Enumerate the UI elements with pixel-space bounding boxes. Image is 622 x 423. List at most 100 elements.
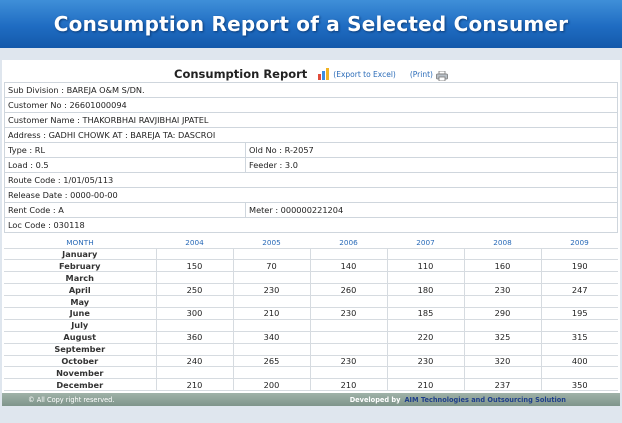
value-cell: [386, 295, 464, 308]
value-cell: [386, 271, 464, 285]
value-cell: 160: [463, 259, 541, 273]
release-date: Release Date : 0000-00-00: [4, 187, 618, 203]
value-cell: [155, 319, 233, 332]
value-cell: [463, 319, 541, 332]
value-cell: 220: [386, 331, 464, 344]
report-title: Consumption Report: [174, 67, 308, 81]
sub-division: Sub Division : BAREJA O&M S/DN.: [4, 82, 618, 98]
month-cell: June: [4, 307, 156, 320]
value-cell: 290: [463, 307, 541, 320]
value-cell: 400: [540, 355, 618, 368]
report-header: Consumption Report (Export to Excel) (Pr…: [2, 66, 620, 82]
loc-code: Loc Code : 030118: [4, 217, 618, 233]
value-cell: 210: [232, 307, 310, 320]
value-cell: 190: [540, 259, 618, 273]
month-cell: November: [4, 366, 156, 380]
value-cell: [463, 247, 541, 261]
value-cell: 110: [386, 259, 464, 273]
printer-icon[interactable]: [436, 66, 448, 82]
value-cell: 360: [155, 331, 233, 344]
value-cell: 230: [463, 283, 541, 297]
value-cell: [155, 247, 233, 261]
table-row: March: [4, 271, 618, 285]
value-cell: 180: [386, 283, 464, 297]
value-cell: [386, 319, 464, 332]
value-cell: [540, 247, 618, 261]
table-row: May: [4, 295, 618, 308]
value-cell: 230: [309, 355, 387, 368]
value-cell: [386, 366, 464, 380]
consumer-info-table: Sub Division : BAREJA O&M S/DN. Customer…: [4, 82, 618, 233]
value-cell: 210: [386, 378, 464, 392]
export-excel-link[interactable]: (Export to Excel): [333, 69, 396, 79]
meter: Meter : 000000221204: [245, 202, 618, 218]
value-cell: [155, 366, 233, 380]
month-cell: October: [4, 355, 156, 368]
month-cell: January: [4, 247, 156, 261]
value-cell: 185: [386, 307, 464, 320]
column-header: MONTH: [66, 237, 94, 247]
info-row: Rent Code : A Meter : 000000221204: [4, 202, 618, 218]
info-row: Loc Code : 030118: [4, 217, 618, 233]
value-cell: 247: [540, 283, 618, 297]
load: Load : 0.5: [4, 157, 246, 173]
month-cell: December: [4, 378, 156, 392]
info-row: Customer No : 26601000094: [4, 97, 618, 113]
info-row: Type : RL Old No : R-2057: [4, 142, 618, 158]
value-cell: [309, 331, 387, 344]
column-header: 2004: [185, 237, 204, 247]
value-cell: 70: [232, 259, 310, 273]
info-row: Release Date : 0000-00-00: [4, 187, 618, 203]
copyright-text: © All Copy right reserved.: [28, 395, 115, 404]
value-cell: 200: [232, 378, 310, 392]
address: Address : GADHI CHOWK AT : BAREJA TA: DA…: [4, 127, 618, 143]
table-row: July: [4, 319, 618, 332]
value-cell: 320: [463, 355, 541, 368]
table-row: January: [4, 247, 618, 261]
table-row: September: [4, 343, 618, 356]
value-cell: [309, 247, 387, 261]
info-row: Address : GADHI CHOWK AT : BAREJA TA: DA…: [4, 127, 618, 143]
table-row: December 210 200 210 210 237 350: [4, 378, 618, 392]
value-cell: 265: [232, 355, 310, 368]
value-cell: [232, 295, 310, 308]
info-row: Route Code : 1/01/05/113: [4, 172, 618, 188]
value-cell: [309, 366, 387, 380]
developer-name[interactable]: AIM Technologies and Outsourcing Solutio…: [404, 395, 566, 404]
customer-no: Customer No : 26601000094: [4, 97, 618, 113]
customer-name: Customer Name : THAKORBHAI RAVJIBHAI JPA…: [4, 112, 618, 128]
value-cell: [540, 319, 618, 332]
value-cell: [463, 295, 541, 308]
month-cell: May: [4, 295, 156, 308]
info-row: Customer Name : THAKORBHAI RAVJIBHAI JPA…: [4, 112, 618, 128]
table-row: October 240 265 230 230 320 400: [4, 355, 618, 368]
column-header: 2009: [570, 237, 589, 247]
value-cell: [463, 271, 541, 285]
value-cell: 260: [309, 283, 387, 297]
value-cell: 210: [309, 378, 387, 392]
month-cell: September: [4, 343, 156, 356]
month-cell: April: [4, 283, 156, 297]
value-cell: [540, 295, 618, 308]
chart-icon[interactable]: [317, 65, 331, 80]
banner: Consumption Report of a Selected Consume…: [0, 0, 622, 48]
value-cell: 230: [386, 355, 464, 368]
value-cell: [232, 343, 310, 356]
value-cell: 240: [155, 355, 233, 368]
feeder: Feeder : 3.0: [245, 157, 618, 173]
rent-code: Rent Code : A: [4, 202, 246, 218]
consumption-table: MONTH 2004 2005 2006 2007 2008 2009 Janu…: [4, 237, 618, 392]
value-cell: [386, 343, 464, 356]
print-link[interactable]: (Print): [409, 69, 433, 79]
table-row: April 250 230 260 180 230 247: [4, 283, 618, 297]
column-header: 2008: [493, 237, 512, 247]
value-cell: [309, 295, 387, 308]
route-code: Route Code : 1/01/05/113: [4, 172, 618, 188]
value-cell: [232, 271, 310, 285]
consumption-body: January February 150 70 140 110 160 190 March Apr…: [4, 247, 618, 392]
column-header: 2006: [339, 237, 358, 247]
info-row: Load : 0.5 Feeder : 3.0: [4, 157, 618, 173]
banner-title: Consumption Report of a Selected Consume…: [53, 12, 569, 36]
value-cell: 230: [232, 283, 310, 297]
value-cell: [386, 247, 464, 261]
